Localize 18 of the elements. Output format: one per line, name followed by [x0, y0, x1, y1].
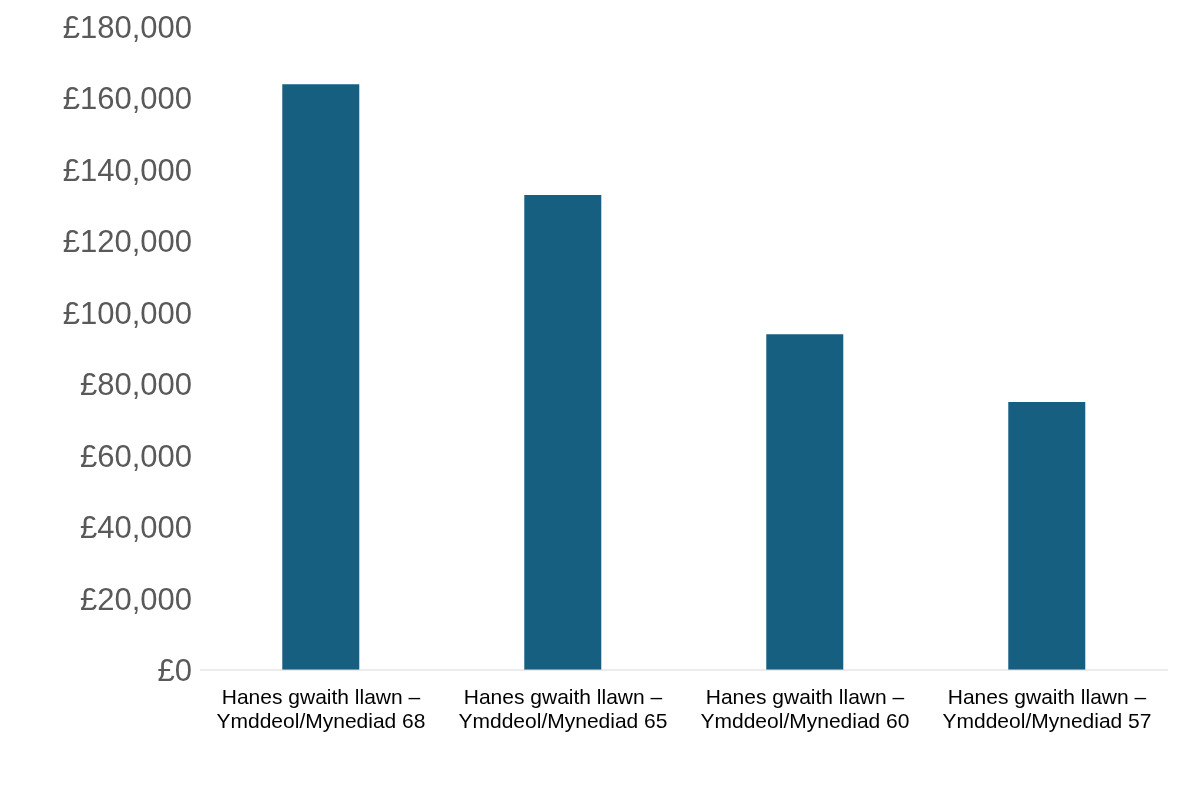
- bar: [766, 334, 844, 670]
- y-tick-label: £160,000: [62, 81, 192, 117]
- bar: [524, 194, 602, 670]
- y-tick-label: £60,000: [79, 438, 192, 474]
- x-tick-label: Hanes gwaith llawn – Ymddeol/Mynediad 65: [458, 685, 668, 732]
- y-tick-label: £120,000: [62, 224, 192, 260]
- x-tick-label: Hanes gwaith llawn – Ymddeol/Mynediad 68: [216, 685, 426, 732]
- y-tick-label: £140,000: [62, 152, 192, 188]
- bar: [282, 84, 360, 670]
- bar: [1008, 402, 1086, 670]
- y-tick-label: £100,000: [62, 295, 192, 331]
- x-tick-label: Hanes gwaith llawn – Ymddeol/Mynediad 57: [942, 685, 1152, 732]
- y-tick-label: £180,000: [62, 10, 192, 46]
- y-tick-label: £20,000: [79, 581, 192, 617]
- x-tick-label: Hanes gwaith llawn – Ymddeol/Mynediad 60: [700, 685, 910, 732]
- y-tick-label: £80,000: [79, 367, 192, 403]
- y-tick-label: £40,000: [79, 510, 192, 546]
- y-tick-label: £0: [157, 653, 192, 689]
